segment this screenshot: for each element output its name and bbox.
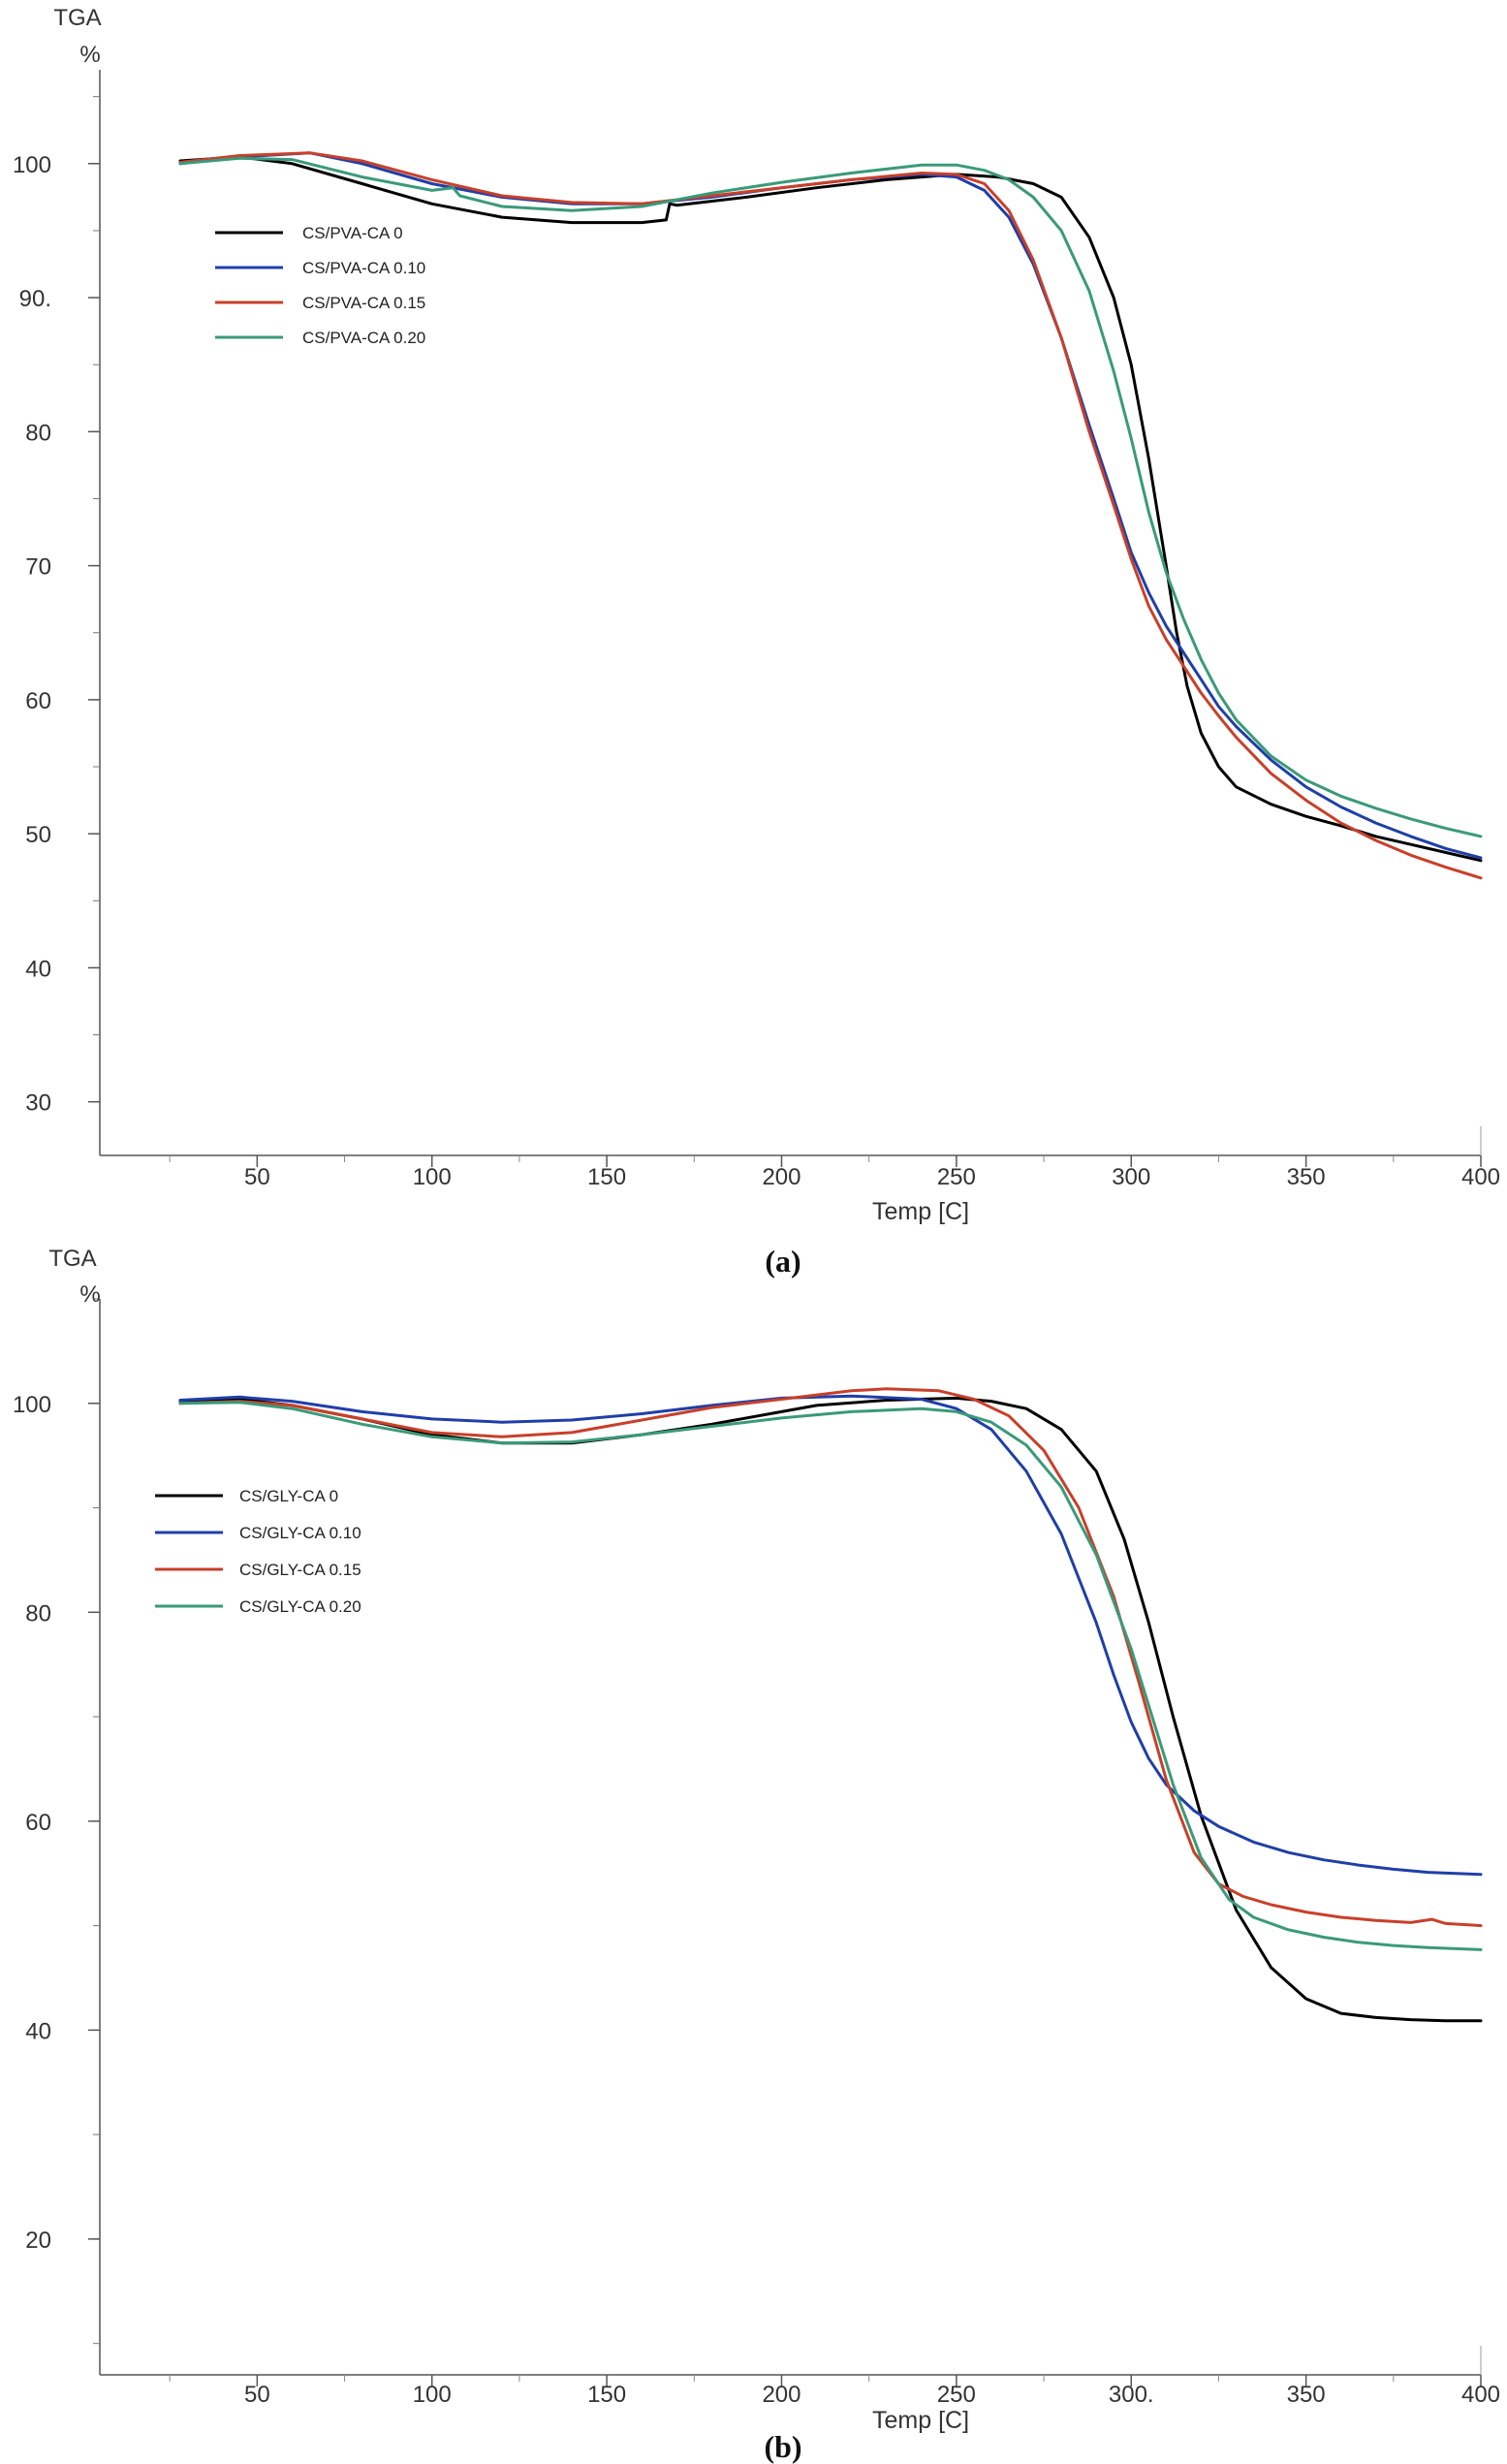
legend-label: CS/PVA-CA 0.20 <box>302 329 425 347</box>
x-axis-label: Temp [C] <box>872 1198 969 1225</box>
x-tick-label: 300. <box>1109 2382 1154 2408</box>
x-tick-label: 350 <box>1287 2382 1326 2408</box>
series-line-cs-gly-ca-0-10 <box>178 1394 1483 1877</box>
x-tick-label: 50 <box>244 2382 270 2408</box>
y-tick-label: 100 <box>13 152 51 178</box>
y-tick-label: 20 <box>25 2227 51 2254</box>
y-tick-label: 40 <box>25 956 51 982</box>
series-line-cs-pva-ca-0-15 <box>178 151 1483 880</box>
x-tick-label: 150 <box>587 1164 626 1190</box>
x-tick-label: 50 <box>244 1164 270 1190</box>
x-tick-label: 100 <box>413 2382 452 2408</box>
series-line-cs-gly-ca-0-15 <box>178 1387 1483 1928</box>
panel-caption: (a) <box>765 1244 801 1279</box>
series-line-cs-pva-ca-0-20 <box>178 156 1483 838</box>
x-tick-label: 150 <box>587 2382 626 2408</box>
chart-panel-b: 20 40 60 80 100 50 100 150 200 250 300. 350 400 TGA% T… <box>13 1246 1500 2464</box>
x-tick-label: 300 <box>1112 1164 1150 1190</box>
panel-caption: (b) <box>764 2429 801 2464</box>
y-tick-label: 90. <box>19 286 51 312</box>
x-tick-label: 100 <box>413 1164 452 1190</box>
x-tick-label: 400 <box>1461 1164 1500 1190</box>
y-tick-label: 80 <box>25 420 51 446</box>
x-tick-label: 400 <box>1461 2382 1500 2408</box>
y-axis-label: TGA <box>48 1246 96 1272</box>
legend-label: CS/PVA-CA 0.15 <box>302 294 425 312</box>
chart-panel-a: 30 40 50 60 70 80 90. 100 50 100 150 200 250 300 350 40… <box>13 5 1500 1279</box>
legend-label: CS/PVA-CA 0 <box>302 224 403 242</box>
x-axis-label: Temp [C] <box>872 2407 969 2434</box>
x-tick-label: 200 <box>762 1164 801 1190</box>
y-axis-unit: % <box>79 1281 100 1308</box>
y-tick-label: 100 <box>13 1392 51 1418</box>
series-line-cs-pva-ca-0 <box>178 155 1483 863</box>
legend-label: CS/GLY-CA 0 <box>239 1487 338 1505</box>
x-tick-label: 250 <box>937 1164 976 1190</box>
y-tick-label: 40 <box>25 2018 51 2044</box>
series-line-cs-gly-ca-0-20 <box>178 1401 1483 1951</box>
y-tick-label: 80 <box>25 1600 51 1627</box>
legend-label: CS/GLY-CA 0.10 <box>239 1524 361 1542</box>
y-tick-label: 60 <box>25 1810 51 1836</box>
y-tick-label: 60 <box>25 688 51 714</box>
y-tick-label: 70 <box>25 554 51 581</box>
legend-label: CS/GLY-CA 0.15 <box>239 1561 361 1579</box>
y-axis-unit: % <box>79 42 100 68</box>
legend-label: CS/GLY-CA 0.20 <box>239 1597 361 1616</box>
legend: CS/PVA-CA 0 CS/PVA-CA 0.10 CS/PVA-CA 0.15 C… <box>215 224 425 347</box>
x-tick-label: 250 <box>937 2382 976 2408</box>
legend-label: CS/PVA-CA 0.10 <box>302 259 425 277</box>
x-tick-label: 200 <box>762 2382 801 2408</box>
legend: CS/GLY-CA 0 CS/GLY-CA 0.10 CS/GLY-CA 0.15 C… <box>155 1487 361 1616</box>
x-tick-label: 350 <box>1287 1164 1326 1190</box>
y-tick-label: 50 <box>25 822 51 848</box>
y-axis-label: TGA <box>53 5 101 31</box>
y-tick-label: 30 <box>25 1090 51 1117</box>
